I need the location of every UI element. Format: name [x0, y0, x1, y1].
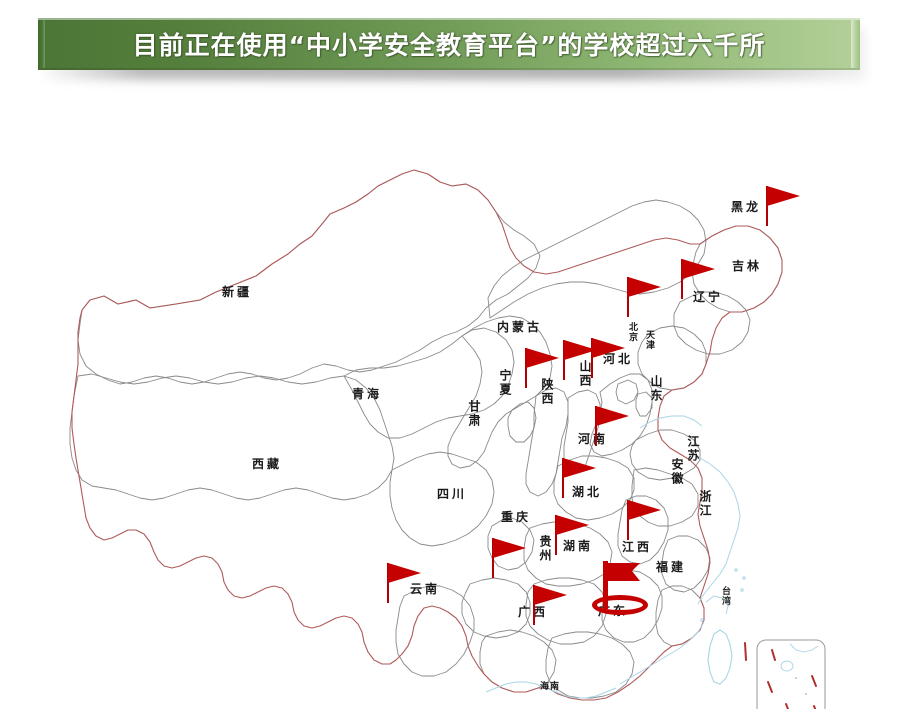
flag-triangle-icon	[596, 406, 629, 426]
province-label-hunan: 湖南	[563, 539, 594, 553]
flag-pole	[563, 340, 565, 380]
flag-triangle-icon	[563, 458, 596, 478]
flag-triangle-icon	[767, 186, 800, 206]
province-label-xizang: 西藏	[252, 457, 283, 471]
flag-pole	[525, 348, 527, 388]
province-label-yunnan: 云南	[410, 582, 441, 596]
flag-pole	[555, 515, 557, 555]
national-border	[71, 169, 783, 701]
flag-triangle-icon	[556, 515, 589, 535]
coastline-water	[485, 415, 746, 699]
province-label-fujian: 福建	[656, 560, 687, 574]
flag-triangle-icon	[526, 348, 559, 368]
flag-pole	[595, 406, 597, 446]
map-svg	[69, 169, 826, 709]
nine-dash-line	[744, 642, 747, 661]
province-label-tianjin: 天津	[644, 330, 654, 350]
province-label-sichuan: 四川	[437, 487, 468, 501]
south-china-sea-inset	[756, 639, 826, 709]
location-ring-icon	[592, 595, 648, 615]
flag-triangle-icon	[388, 563, 421, 583]
province-label-beijing: 北京	[627, 322, 637, 342]
province-label-taiwan: 台湾	[720, 586, 730, 606]
flag-pole	[603, 561, 608, 609]
province-label-anhui: 安徽	[670, 458, 684, 486]
flag-triangle-icon	[628, 277, 661, 297]
province-label-xinjiang: 新疆	[222, 285, 253, 299]
flag-pole	[492, 538, 494, 578]
province-label-shandong: 山东	[649, 375, 663, 403]
flag-triangle-icon	[493, 538, 526, 558]
flag-triangle-icon	[564, 340, 597, 360]
province-label-guizhou: 贵州	[538, 535, 552, 563]
flag-pole	[533, 585, 535, 625]
province-label-zhejiang: 浙江	[698, 490, 712, 518]
flag-pole	[627, 500, 629, 540]
flag-triangle-icon	[682, 259, 715, 279]
china-map: 新疆 青海 西藏 甘肃 内蒙古 宁夏 陕西 山西 河北 北京 天津 山东 河南 …	[0, 78, 898, 709]
flag-banner-icon	[606, 563, 642, 587]
province-label-hainan: 海南	[540, 682, 561, 692]
province-label-chongqing: 重庆	[501, 510, 532, 524]
province-label-jiangxi: 江西	[622, 540, 653, 554]
page-title: 目前正在使用“中小学安全教育平台”的学校超过六千所	[132, 31, 766, 60]
province-label-qinghai: 青海	[352, 387, 383, 401]
flag-pole	[766, 186, 768, 226]
province-label-neimenggu: 内蒙古	[497, 320, 543, 334]
flag-triangle-icon	[628, 500, 661, 520]
flag-triangle-icon	[592, 338, 625, 358]
province-label-liaoning: 辽宁	[693, 290, 724, 304]
province-label-jiangsu: 江苏	[686, 435, 700, 463]
province-label-ningxia: 宁夏	[498, 369, 512, 397]
province-label-jilin: 吉林	[732, 259, 763, 273]
province-borders	[69, 169, 783, 699]
banner-bar: 目前正在使用“中小学安全教育平台”的学校超过六千所	[38, 18, 860, 70]
flag-pole	[562, 458, 564, 498]
flag-pole	[627, 277, 629, 317]
province-label-gansu: 甘肃	[467, 400, 481, 428]
province-label-guangxi: 广西	[518, 603, 548, 620]
province-label-shaanxi: 陕西	[540, 378, 554, 406]
province-label-hubei: 湖北	[572, 485, 603, 499]
province-label-henan: 河南	[578, 432, 609, 446]
province-label-shanxi: 山西	[578, 360, 592, 388]
province-label-heilongjiang: 黑龙	[731, 200, 762, 214]
title-banner: 目前正在使用“中小学安全教育平台”的学校超过六千所	[38, 18, 866, 80]
flag-pole	[681, 259, 683, 299]
flag-triangle-icon	[534, 585, 567, 605]
flag-pole	[387, 563, 389, 603]
